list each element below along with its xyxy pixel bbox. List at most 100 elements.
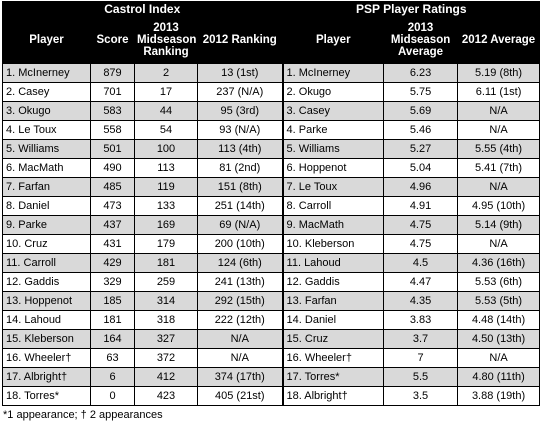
ranking-2012-column-header: 2012 Ranking [196,16,284,64]
psp-player-cell: 11. Lahoud [281,253,385,273]
midseason-average-cell: 4.96 [383,177,459,197]
ranking-2012-cell: 222 (12th) [196,310,284,330]
midseason-average-cell: 5.46 [383,120,459,140]
average-2012-column-header: 2012 Average [457,16,541,64]
average-2012-cell: N/A [457,177,541,197]
ranking-2012-cell: 13 (1st) [196,63,284,83]
average-2012-cell: N/A [457,101,541,121]
castrol-player-cell: 8. Daniel [2,196,91,216]
midseason-average-cell: 6.23 [383,63,459,83]
score-column-header: Score [90,16,135,64]
ranking-2012-cell: 95 (3rd) [196,101,284,121]
ranking-2012-cell: 151 (8th) [196,177,284,197]
score-cell: 185 [90,291,135,311]
table-row: 7. Farfan 485 119 151 (8th) 7. Le Toux 4.96 N/… [2,177,541,197]
score-cell: 164 [90,329,135,349]
score-cell: 6 [90,367,135,387]
psp-player-cell: 10. Kleberson [281,234,385,254]
psp-player-cell: 8. Carroll [281,196,385,216]
table-row: 16. Wheeler† 63 372 N/A 16. Wheeler† 7 N/A [2,348,541,368]
table-row: 12. Gaddis 329 259 241 (13th) 12. Gaddis 4.47… [2,272,541,292]
midseason-average-cell: 5.27 [383,139,459,159]
midseason-average-cell: 3.5 [383,386,459,406]
score-cell: 879 [90,63,135,83]
midseason-ranking-column-header: 2013 Midseason Ranking [134,16,198,64]
average-2012-cell: 5.14 (9th) [457,215,541,235]
psp-player-column-header: Player [281,16,385,64]
ranking-2012-cell: N/A [196,348,284,368]
midseason-ranking-cell: 259 [134,272,198,292]
castrol-player-cell: 1. McInerney [2,63,91,83]
score-cell: 701 [90,82,135,102]
player-ratings-table: Castrol Index PSP Player Ratings Player … [1,1,541,406]
score-cell: 329 [90,272,135,292]
score-cell: 431 [90,234,135,254]
castrol-player-cell: 12. Gaddis [2,272,91,292]
psp-player-cell: 1. McInerney [281,63,385,83]
midseason-ranking-cell: 54 [134,120,198,140]
ranking-2012-cell: 292 (15th) [196,291,284,311]
average-2012-cell: 5.55 (4th) [457,139,541,159]
average-2012-cell: 5.53 (5th) [457,291,541,311]
castrol-index-header: Castrol Index [1,1,284,17]
table-row: 6. MacMath 490 113 81 (2nd) 6. Hoppenot 5.04 5… [2,158,541,178]
midseason-ranking-cell: 423 [134,386,198,406]
table-row: 9. Parke 437 169 69 (N/A) 9. MacMath 4.75 5.14… [2,215,541,235]
castrol-player-cell: 13. Hoppenot [2,291,91,311]
footnote: *1 appearance; † 2 appearances [3,409,163,421]
midseason-ranking-cell: 372 [134,348,198,368]
table-row: 17. Albright† 6 412 374 (17th) 17. Torres* 5.… [2,367,541,387]
table-row: 5. Williams 501 100 113 (4th) 5. Williams 5.2… [2,139,541,159]
midseason-ranking-cell: 412 [134,367,198,387]
psp-player-cell: 18. Albright† [281,386,385,406]
table-row: 2. Casey 701 17 237 (N/A) 2. Okugo 5.75 6.11 (… [2,82,541,102]
castrol-player-cell: 14. Lahoud [2,310,91,330]
ranking-2012-cell: 81 (2nd) [196,158,284,178]
castrol-player-cell: 7. Farfan [2,177,91,197]
psp-player-cell: 3. Casey [281,101,385,121]
psp-player-cell: 9. MacMath [281,215,385,235]
table-row: 14. Lahoud 181 318 222 (12th) 14. Daniel 3.83… [2,310,541,330]
midseason-average-cell: 4.75 [383,234,459,254]
midseason-ranking-cell: 327 [134,329,198,349]
midseason-ranking-cell: 314 [134,291,198,311]
score-cell: 583 [90,101,135,121]
castrol-player-cell: 4. Le Toux [2,120,91,140]
psp-player-cell: 6. Hoppenot [281,158,385,178]
table-row: 18. Torres* 0 423 405 (21st) 18. Albright† 3.… [2,386,541,406]
score-cell: 558 [90,120,135,140]
psp-player-cell: 16. Wheeler† [281,348,385,368]
average-2012-cell: 5.41 (7th) [457,158,541,178]
score-cell: 181 [90,310,135,330]
ranking-2012-cell: 405 (21st) [196,386,284,406]
midseason-ranking-cell: 169 [134,215,198,235]
average-2012-cell: 5.53 (6th) [457,272,541,292]
ranking-2012-cell: 237 (N/A) [196,82,284,102]
average-2012-cell: 4.95 (10th) [457,196,541,216]
psp-player-cell: 12. Gaddis [281,272,385,292]
midseason-average-cell: 4.91 [383,196,459,216]
ranking-2012-cell: 113 (4th) [196,139,284,159]
midseason-average-cell: 5.04 [383,158,459,178]
table-row: 4. Le Toux 558 54 93 (N/A) 4. Parke 5.46 N/A [2,120,541,140]
table-row: 3. Okugo 583 44 95 (3rd) 3. Casey 5.69 N/A [2,101,541,121]
average-2012-cell: 4.80 (11th) [457,367,541,387]
midseason-ranking-cell: 181 [134,253,198,273]
psp-player-cell: 15. Cruz [281,329,385,349]
table-row: 1. McInerney 879 2 13 (1st) 1. McInerney 6.23… [2,63,541,83]
psp-player-cell: 7. Le Toux [281,177,385,197]
ranking-2012-cell: N/A [196,329,284,349]
psp-player-cell: 14. Daniel [281,310,385,330]
castrol-player-cell: 2. Casey [2,82,91,102]
ranking-2012-cell: 200 (10th) [196,234,284,254]
psp-player-cell: 13. Farfan [281,291,385,311]
midseason-ranking-cell: 318 [134,310,198,330]
score-cell: 429 [90,253,135,273]
table-row: 10. Cruz 431 179 200 (10th) 10. Kleberson 4.7… [2,234,541,254]
table-row: 13. Hoppenot 185 314 292 (15th) 13. Farfan 4.… [2,291,541,311]
midseason-ranking-cell: 119 [134,177,198,197]
midseason-ranking-cell: 179 [134,234,198,254]
midseason-ranking-cell: 2 [134,63,198,83]
midseason-ranking-cell: 133 [134,196,198,216]
score-cell: 473 [90,196,135,216]
